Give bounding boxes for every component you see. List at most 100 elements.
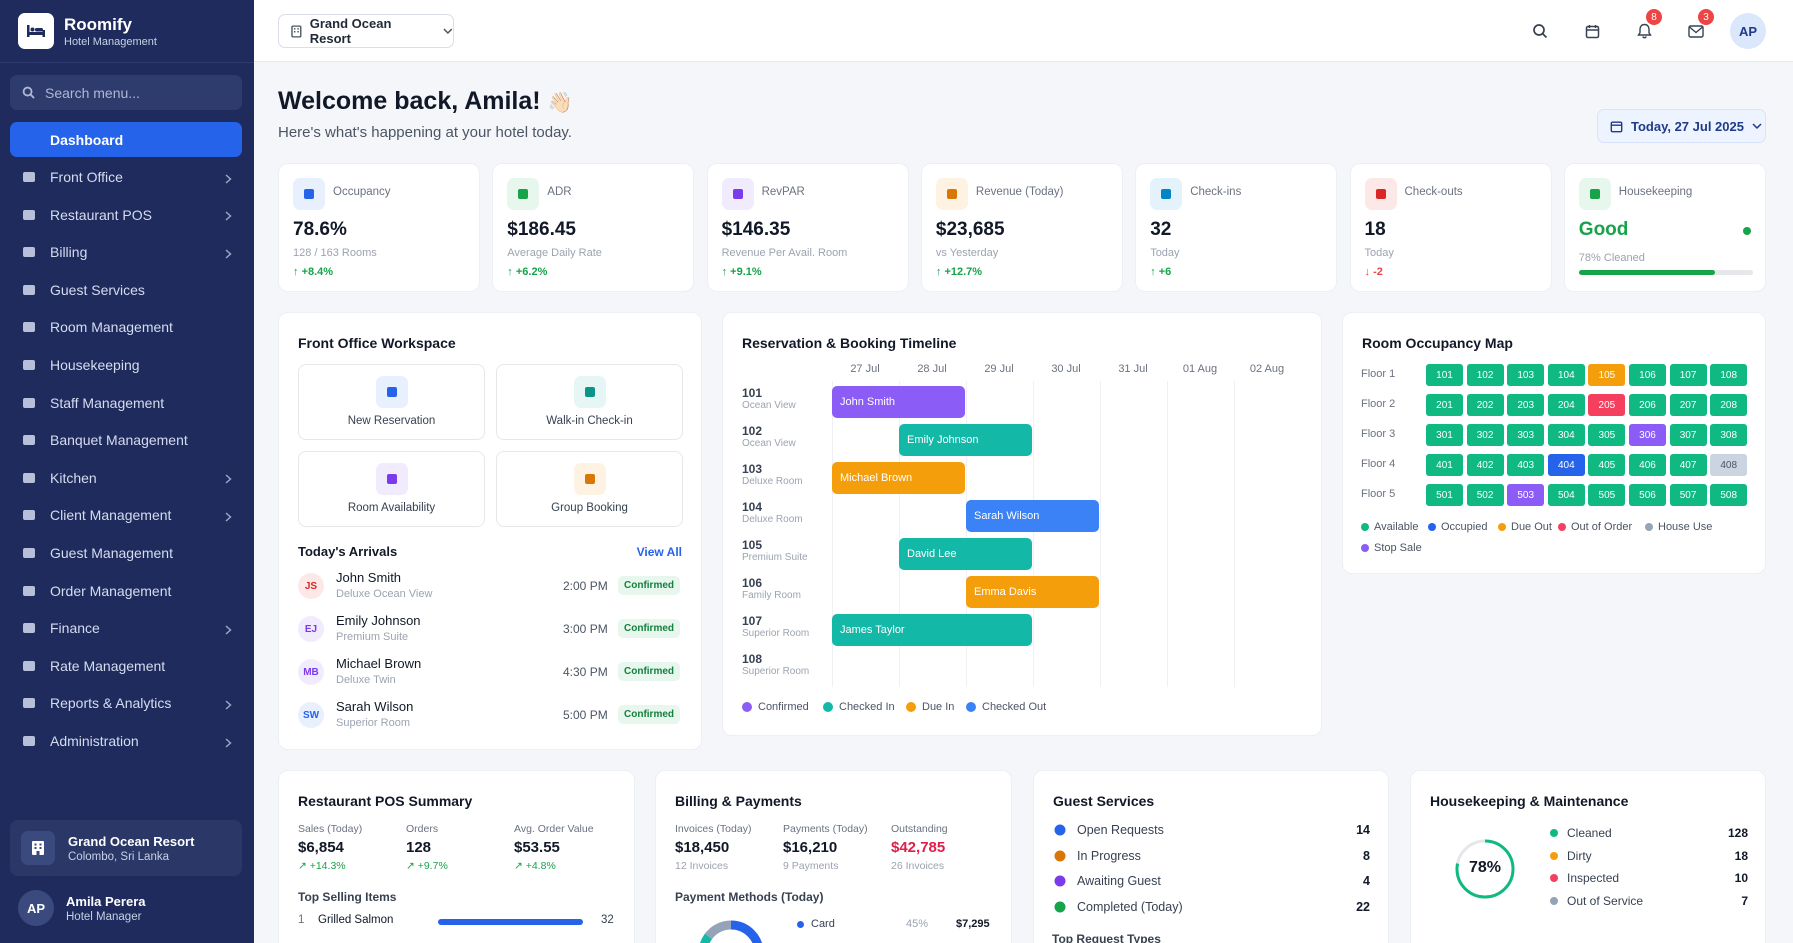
view-all-link[interactable]: View All <box>636 545 682 559</box>
sidebar-item-dashboard[interactable]: Dashboard <box>10 122 242 157</box>
room-cell[interactable]: 508 <box>1710 484 1748 506</box>
room-cell[interactable]: 201 <box>1426 394 1463 416</box>
arrival-time: 2:00 PM <box>563 579 608 593</box>
booking-bar[interactable]: David Lee <box>899 537 1032 570</box>
guest-service-row[interactable]: In Progress 8 <box>1052 846 1370 866</box>
sidebar-item-guest-services[interactable]: Guest Services <box>10 272 242 307</box>
room-cell[interactable]: 401 <box>1426 454 1463 476</box>
sidebar-item-kitchen[interactable]: Kitchen <box>10 460 242 495</box>
sidebar-item-billing[interactable]: Billing <box>10 235 242 270</box>
room-cell[interactable]: 105 <box>1588 364 1626 386</box>
card-title: Billing & Payments <box>675 793 802 809</box>
hotel-selector[interactable]: Grand Ocean Resort <box>278 14 454 48</box>
arrival-row[interactable]: JS John Smith Deluxe Ocean View 2:00 PM Conf… <box>298 570 683 608</box>
sidebar-item-label: Administration <box>50 733 139 749</box>
room-cell[interactable]: 405 <box>1588 454 1626 476</box>
room-cell[interactable]: 404 <box>1547 454 1585 476</box>
sidebar-hotel-card[interactable]: Grand Ocean Resort Colombo, Sri Lanka <box>10 820 242 876</box>
brand[interactable]: Roomify Hotel Management <box>18 13 157 49</box>
guest-service-row[interactable]: Open Requests 14 <box>1052 820 1370 840</box>
room-cell[interactable]: 502 <box>1466 484 1504 506</box>
sidebar-user[interactable]: AP Amila Perera Hotel Manager <box>18 890 146 926</box>
card-title: Front Office Workspace <box>298 335 456 351</box>
sidebar-item-restaurant-pos[interactable]: Restaurant POS <box>10 197 242 232</box>
room-cell[interactable]: 407 <box>1669 454 1707 476</box>
room-cell[interactable]: 501 <box>1426 484 1463 506</box>
room-cell[interactable]: 307 <box>1669 424 1707 446</box>
quick-action-new-reservation[interactable]: New Reservation <box>298 364 485 440</box>
arrival-row[interactable]: EJ Emily Johnson Premium Suite 3:00 PM Confi… <box>298 613 683 651</box>
room-cell[interactable]: 207 <box>1669 394 1707 416</box>
sidebar-item-room-management[interactable]: Room Management <box>10 310 242 345</box>
room-cell[interactable]: 503 <box>1507 484 1545 506</box>
guest-service-row[interactable]: Completed (Today) 22 <box>1052 897 1370 917</box>
room-cell[interactable]: 102 <box>1466 364 1504 386</box>
kpi-value: 32 <box>1150 219 1172 240</box>
room-cell[interactable]: 303 <box>1507 424 1545 446</box>
sidebar-item-front-office[interactable]: Front Office <box>10 160 242 195</box>
room-cell[interactable]: 305 <box>1588 424 1626 446</box>
room-cell[interactable]: 202 <box>1466 394 1504 416</box>
booking-bar[interactable]: Michael Brown <box>832 461 965 494</box>
room-cell[interactable]: 403 <box>1507 454 1545 476</box>
room-cell[interactable]: 304 <box>1547 424 1585 446</box>
sidebar-item-banquet-management[interactable]: Banquet Management <box>10 423 242 458</box>
room-cell[interactable]: 306 <box>1629 424 1666 446</box>
sidebar-item-housekeeping[interactable]: Housekeeping <box>10 348 242 383</box>
booking-bar[interactable]: John Smith <box>832 385 965 418</box>
room-cell[interactable]: 206 <box>1629 394 1666 416</box>
stat-delta: ↗ +4.8% <box>514 860 556 872</box>
status-dot <box>1742 227 1751 235</box>
notifications-button[interactable]: 8 <box>1627 9 1662 48</box>
calendar-button[interactable] <box>1575 14 1609 48</box>
sidebar-item-order-management[interactable]: Order Management <box>10 573 242 608</box>
quick-action-room-availability[interactable]: Room Availability <box>298 451 485 527</box>
booking-bar[interactable]: Sarah Wilson <box>966 499 1099 532</box>
booking-bar[interactable]: James Taylor <box>832 613 1032 646</box>
room-cell[interactable]: 302 <box>1466 424 1504 446</box>
room-cell[interactable]: 106 <box>1629 364 1666 386</box>
sidebar-item-label: Rate Management <box>50 657 166 674</box>
sidebar-item-rate-management[interactable]: Rate Management <box>10 648 242 683</box>
sidebar-item-guest-management[interactable]: Guest Management <box>10 536 242 571</box>
booking-bar[interactable]: Emma Davis <box>966 575 1099 608</box>
room-cell[interactable]: 203 <box>1507 394 1545 416</box>
guest-service-row[interactable]: Awaiting Guest 4 <box>1052 871 1370 891</box>
booking-bar[interactable]: Emily Johnson <box>899 423 1032 456</box>
room-cell[interactable]: 108 <box>1710 364 1748 386</box>
room-cell[interactable]: 205 <box>1588 394 1626 416</box>
room-cell[interactable]: 507 <box>1669 484 1707 506</box>
item-name: Grilled Salmon <box>318 914 394 926</box>
user-avatar-button[interactable]: AP <box>1730 13 1766 49</box>
date-picker-button[interactable]: Today, 27 Jul 2025 <box>1597 109 1766 143</box>
room-cell[interactable]: 505 <box>1588 484 1626 506</box>
sidebar-item-administration[interactable]: Administration <box>10 724 242 759</box>
status-dot <box>1550 851 1558 860</box>
quick-action-group-booking[interactable]: Group Booking <box>496 451 683 527</box>
sidebar-item-reports-analytics[interactable]: Reports & Analytics <box>10 686 242 721</box>
room-cell[interactable]: 301 <box>1426 424 1463 446</box>
sidebar-search-input[interactable]: Search menu... <box>10 75 242 110</box>
search-button[interactable] <box>1523 14 1557 48</box>
sidebar-item-staff-management[interactable]: Staff Management <box>10 385 242 420</box>
kpi-card-housekeeping: Housekeeping Good 78% Cleaned <box>1563 163 1766 292</box>
room-cell[interactable]: 402 <box>1466 454 1504 476</box>
sidebar-item-client-management[interactable]: Client Management <box>10 498 242 533</box>
room-cell[interactable]: 104 <box>1547 364 1585 386</box>
room-cell[interactable]: 406 <box>1629 454 1666 476</box>
room-cell[interactable]: 204 <box>1547 394 1585 416</box>
arrival-row[interactable]: SW Sarah Wilson Superior Room 5:00 PM Confir… <box>298 699 683 737</box>
room-cell[interactable]: 208 <box>1710 394 1748 416</box>
room-cell[interactable]: 107 <box>1669 364 1707 386</box>
room-cell[interactable]: 408 <box>1710 454 1748 476</box>
messages-button[interactable]: 3 <box>1679 9 1714 48</box>
room-cell[interactable]: 101 <box>1426 364 1463 386</box>
sidebar-item-finance[interactable]: Finance <box>10 611 242 646</box>
room-cell[interactable]: 308 <box>1710 424 1748 446</box>
room-cell[interactable]: 506 <box>1629 484 1666 506</box>
sidebar-item-label: Guest Management <box>50 545 173 562</box>
room-cell[interactable]: 103 <box>1507 364 1545 386</box>
quick-action-walk-in-check-in[interactable]: Walk-in Check-in <box>496 364 683 440</box>
room-cell[interactable]: 504 <box>1547 484 1585 506</box>
arrival-row[interactable]: MB Michael Brown Deluxe Twin 4:30 PM Confirm… <box>298 656 683 694</box>
